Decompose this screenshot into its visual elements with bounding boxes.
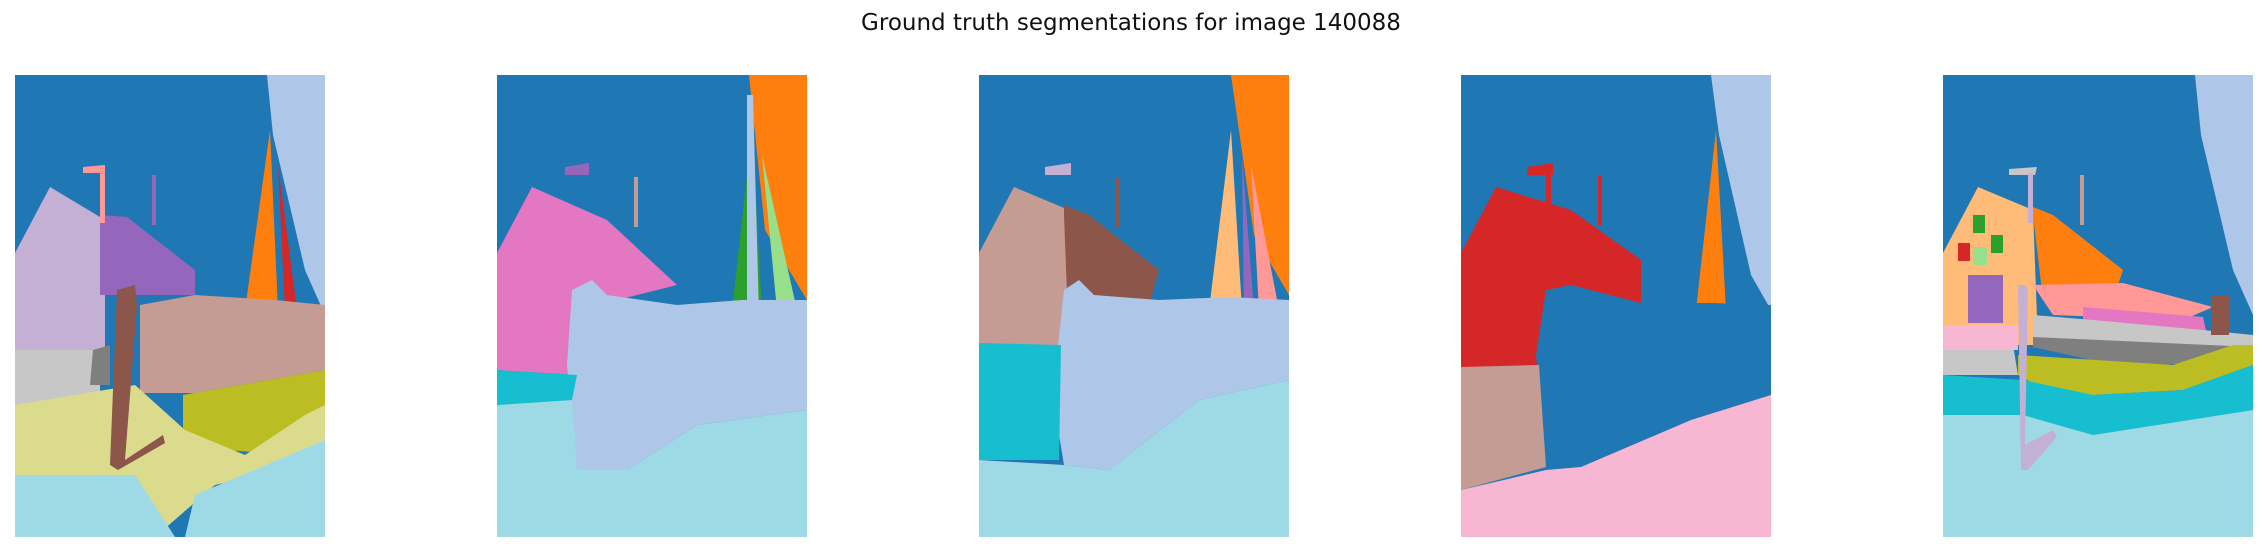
water-region (15, 475, 175, 537)
building-roof-region (2028, 205, 2123, 300)
chimney-left-region (100, 173, 105, 223)
sail-red-region (278, 165, 297, 310)
sail-orange-region (1231, 75, 1289, 295)
window-light-green-region (1973, 247, 1987, 265)
post-region (2018, 285, 2057, 470)
sail-orange-region (1696, 130, 1726, 310)
sail-region-right (267, 75, 325, 315)
mast-brown-region (2211, 295, 2229, 335)
building-region (1461, 187, 1641, 370)
hull-light-gray-region (2033, 315, 2253, 347)
building-roof-region (1064, 205, 1159, 345)
sail-region-right (2195, 75, 2253, 315)
ground-pink-region (1943, 325, 2018, 350)
water-dark-region (979, 343, 1061, 460)
hull-red-region (2033, 283, 2213, 320)
sail-light-orange-region (1209, 130, 1242, 310)
chimney-right-region (152, 175, 156, 225)
segmentation-panel-3 (979, 75, 1289, 537)
boat-olive-region (2018, 345, 2253, 395)
water-region (979, 380, 1289, 537)
segmentation-panel-1 (15, 75, 325, 537)
chimney-right-region (634, 177, 638, 227)
window-green-2-region (1991, 235, 2003, 253)
chimney-right-region (2080, 175, 2084, 225)
building-wall-region (979, 187, 1074, 345)
vane-region (83, 165, 105, 173)
boat-region (1536, 285, 1771, 470)
sail-pink-region (1251, 165, 1279, 310)
water-region (497, 400, 807, 537)
post-region (110, 285, 165, 470)
window-green-region (1973, 215, 1985, 233)
chimney-right-region (1598, 175, 1602, 225)
water-region (1943, 410, 2253, 537)
boat-region (567, 280, 807, 470)
gray-dark-region (90, 345, 110, 385)
water-region (1461, 395, 1771, 537)
building-wall-region (497, 187, 677, 375)
chimney-right-region (1115, 177, 1119, 227)
sail-orange-region (749, 75, 807, 300)
sail-region-right (1711, 75, 1771, 310)
water-dark-region (497, 370, 577, 405)
water-region-right (185, 440, 325, 537)
segmentation-panel-4 (1461, 75, 1771, 537)
sail-light-green-region (762, 155, 797, 310)
building-wall-region (1943, 187, 2038, 345)
segmentation-panel-5 (1943, 75, 2253, 537)
window-red-region (1958, 243, 1970, 261)
wall-light-gray-region (1943, 345, 2018, 375)
building-wall-region (15, 187, 105, 350)
figure-title: Ground truth segmentations for image 140… (861, 10, 1401, 36)
chimney-left-region (1546, 171, 1551, 221)
gray-region (15, 350, 100, 405)
boat-region (1054, 280, 1289, 470)
vane-region (1045, 163, 1071, 175)
ground-region (1461, 365, 1546, 490)
chimney-left-region (2028, 173, 2033, 223)
mast-region (747, 95, 759, 315)
segmentation-panel-2 (497, 75, 807, 537)
building-roof-region (100, 215, 195, 295)
hull-region (140, 295, 325, 393)
sail-purple-region (1242, 155, 1254, 310)
sail-orange-region (245, 130, 278, 310)
vane-region (565, 163, 589, 175)
door-region (1968, 275, 2003, 323)
vane-region (1527, 163, 1553, 175)
